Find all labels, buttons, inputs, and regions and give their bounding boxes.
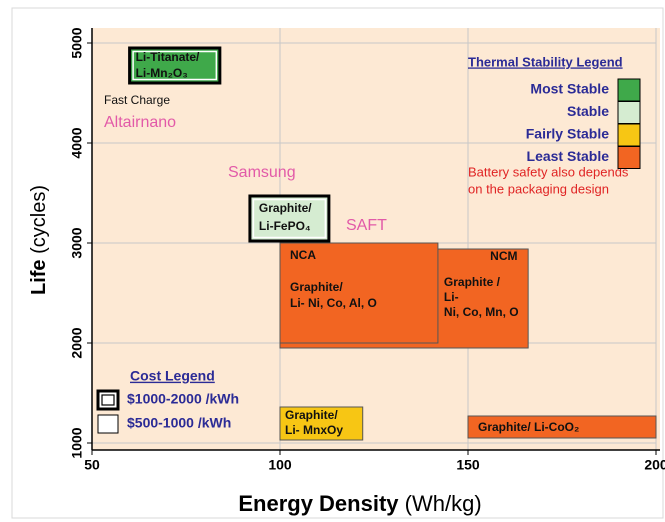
legend-box-inner (101, 394, 115, 406)
region-label: Graphite/ (290, 280, 343, 294)
region-label: Li- (444, 290, 459, 304)
region: Graphite/ Li-CoO₂ (467, 415, 657, 439)
region-label: Graphite/ (285, 408, 338, 422)
annotation: SAFT (346, 217, 387, 234)
region: NCA Graphite/Li- Ni, Co, Al, O (279, 242, 439, 344)
note: on the packaging design (468, 181, 609, 196)
region: Graphite/Li-FePO₄ (248, 194, 331, 243)
region-label: Li-FePO₄ (259, 219, 311, 233)
x-label-main: Energy Density (238, 491, 399, 516)
legend-title: Thermal Stability Legend (468, 54, 623, 69)
x-axis-label: Energy Density (Wh/kg) (238, 491, 481, 516)
region: Graphite/Li- MnxOy (279, 406, 364, 441)
region-label: Li-Mn₂O₃ (136, 66, 188, 80)
region-inner-border (132, 50, 218, 81)
y-axis-label: Life (cycles) (28, 185, 50, 295)
region-tag: NCA (290, 248, 316, 262)
region-label: Li- Ni, Co, Al, O (290, 296, 377, 310)
note: Battery safety also depends (468, 164, 629, 179)
y-tick-label: 4000 (69, 127, 85, 158)
region-rect (467, 415, 657, 439)
legend-label: Stable (567, 103, 609, 119)
region-label: Graphite/ (259, 201, 312, 215)
region-label: Li-Titanate/ (136, 50, 200, 64)
region-rect (248, 194, 331, 243)
legend-label: Least Stable (527, 148, 610, 164)
legend-swatch (617, 101, 641, 124)
legend-label: $500-1000 /kWh (127, 415, 231, 431)
x-tick-label: 200 (644, 457, 665, 473)
legend-swatch (617, 146, 641, 169)
legend-box (97, 414, 119, 434)
annotation: Altairnano (104, 114, 176, 131)
region-label: Ni, Co, Mn, O (444, 305, 519, 319)
legend-title: Cost Legend (130, 368, 215, 384)
region-label: Graphite / (444, 275, 501, 289)
region-rect (279, 406, 364, 441)
region-label: Graphite/ Li-CoO₂ (478, 420, 579, 434)
y-tick-label: 3000 (69, 227, 85, 258)
y-label-unit: (cycles) (28, 185, 50, 254)
y-tick-label: 5000 (69, 27, 85, 58)
annotation: Samsung (228, 164, 296, 181)
legend-label: Most Stable (530, 81, 609, 97)
plot-area (92, 28, 660, 450)
region-rect (128, 46, 222, 85)
y-tick-label: 1000 (69, 427, 85, 458)
legend-swatch (617, 78, 641, 102)
region-tag: NCM (490, 249, 517, 263)
legend-box (96, 389, 120, 411)
legend-label: $1000-2000 /kWh (127, 391, 239, 407)
y-tick-label: 2000 (69, 327, 85, 358)
x-label-unit: (Wh/kg) (405, 491, 482, 516)
region-label: Li- MnxOy (285, 423, 343, 437)
x-tick-label: 50 (84, 457, 100, 473)
x-tick-label: 150 (456, 457, 480, 473)
region-rect (279, 242, 439, 344)
annotation: Fast Charge (104, 93, 170, 107)
x-tick-label: 100 (268, 457, 292, 473)
region-inner-border (252, 198, 327, 239)
y-label-main: Life (28, 259, 50, 295)
legend-swatch (617, 123, 641, 147)
legend-label: Fairly Stable (526, 126, 609, 142)
region: Li-Titanate/Li-Mn₂O₃ (128, 46, 222, 85)
